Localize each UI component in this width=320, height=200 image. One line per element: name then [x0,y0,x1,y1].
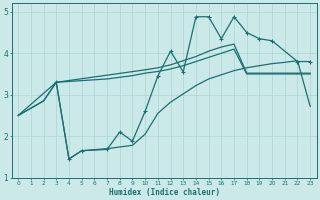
X-axis label: Humidex (Indice chaleur): Humidex (Indice chaleur) [109,188,220,197]
